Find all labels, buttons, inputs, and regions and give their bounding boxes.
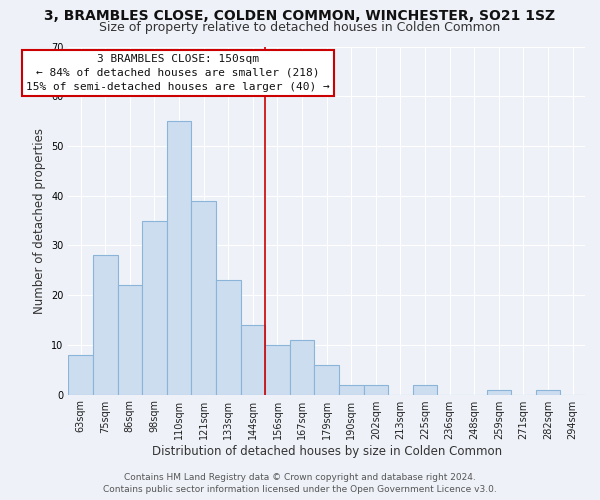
- Bar: [364, 384, 388, 394]
- Bar: [191, 200, 216, 394]
- Bar: [118, 285, 142, 395]
- Bar: [339, 384, 364, 394]
- Text: Contains HM Land Registry data © Crown copyright and database right 2024.
Contai: Contains HM Land Registry data © Crown c…: [103, 472, 497, 494]
- Bar: [487, 390, 511, 394]
- Bar: [93, 256, 118, 394]
- X-axis label: Distribution of detached houses by size in Colden Common: Distribution of detached houses by size …: [152, 444, 502, 458]
- Bar: [167, 121, 191, 394]
- Bar: [314, 364, 339, 394]
- Bar: [216, 280, 241, 394]
- Bar: [290, 340, 314, 394]
- Bar: [265, 345, 290, 395]
- Bar: [142, 220, 167, 394]
- Y-axis label: Number of detached properties: Number of detached properties: [32, 128, 46, 314]
- Bar: [536, 390, 560, 394]
- Bar: [68, 355, 93, 395]
- Text: Size of property relative to detached houses in Colden Common: Size of property relative to detached ho…: [100, 21, 500, 34]
- Text: 3 BRAMBLES CLOSE: 150sqm
← 84% of detached houses are smaller (218)
15% of semi-: 3 BRAMBLES CLOSE: 150sqm ← 84% of detach…: [26, 54, 329, 92]
- Bar: [413, 384, 437, 394]
- Text: 3, BRAMBLES CLOSE, COLDEN COMMON, WINCHESTER, SO21 1SZ: 3, BRAMBLES CLOSE, COLDEN COMMON, WINCHE…: [44, 9, 556, 23]
- Bar: [241, 325, 265, 394]
